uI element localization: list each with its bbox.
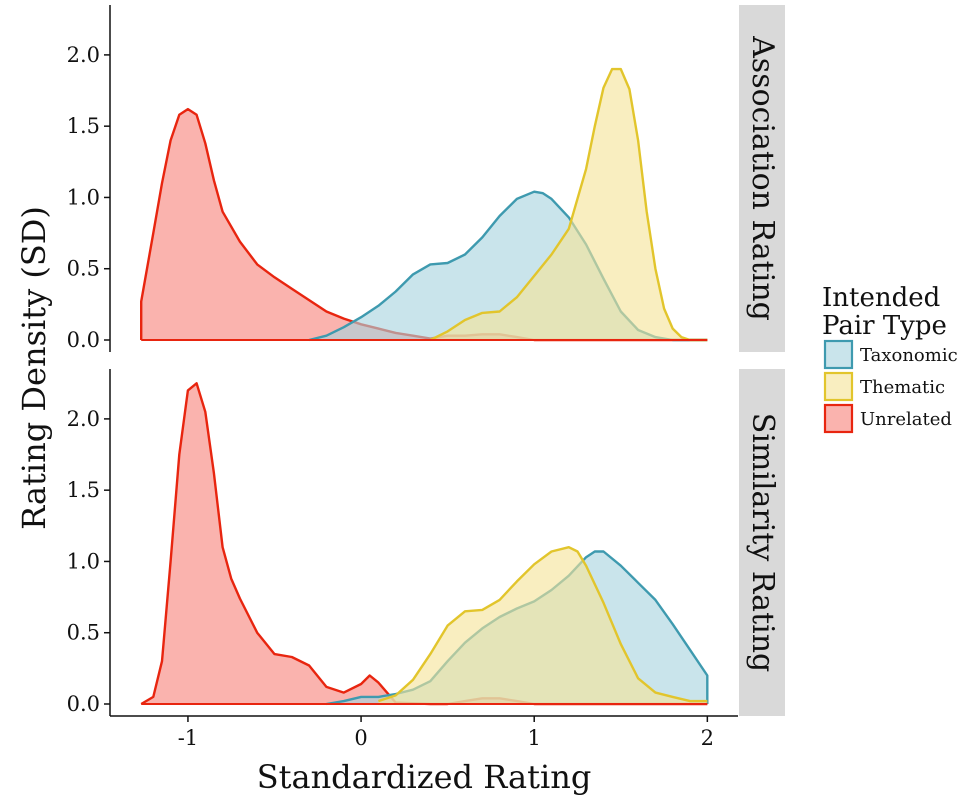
area-unrelated xyxy=(141,109,708,340)
area-unrelated xyxy=(141,383,708,704)
legend-label-taxonomic: Taxonomic xyxy=(860,345,958,366)
y-axis-title: Rating Density (SD) xyxy=(15,206,53,530)
legend-key-taxonomic xyxy=(823,339,854,370)
panel-1: 0.0 0.5 1.0 1.5 2.0 Association Rating xyxy=(67,5,785,352)
line-thematic xyxy=(378,546,708,703)
y-tick-label: 1.5 xyxy=(67,478,100,502)
x-tick-label: 1 xyxy=(528,726,541,750)
line-thematic xyxy=(429,67,708,342)
y-tick-label: 0.0 xyxy=(67,328,100,352)
x-axis: -1 0 1 2 xyxy=(110,715,738,750)
panels: 0.0 0.5 1.0 1.5 2.0 Association Rating 0.0 0.5 1… xyxy=(67,5,785,750)
legend-label-thematic: Thematic xyxy=(860,377,945,398)
y-tick-label: 0.5 xyxy=(67,621,100,645)
y-tick-label: 1.0 xyxy=(67,549,100,573)
legend-label-unrelated: Unrelated xyxy=(860,409,952,430)
y-tick-label: 2.0 xyxy=(67,43,100,67)
panel-2: 0.0 0.5 1.0 1.5 2.0 Similarity Rating xyxy=(67,369,785,716)
y-tick-label: 1.5 xyxy=(67,114,100,138)
area-thematic xyxy=(430,69,708,340)
facet-strip xyxy=(739,5,785,352)
facet-strip-label: Association Rating xyxy=(745,35,780,321)
y-tick-label: 0.0 xyxy=(67,692,100,716)
y-tick-label: 2.0 xyxy=(67,407,100,431)
legend-key-unrelated xyxy=(823,403,854,434)
y-tick-label: 0.5 xyxy=(67,257,100,281)
area-thematic xyxy=(378,547,708,704)
facet-strip-label: Similarity Rating xyxy=(745,413,780,672)
x-tick-label: 0 xyxy=(354,726,367,750)
x-axis-title: Standardized Rating xyxy=(257,758,592,796)
legend-title-line: Pair Type xyxy=(822,311,947,341)
y-tick-label: 1.0 xyxy=(67,185,100,209)
x-tick-label: -1 xyxy=(178,726,198,750)
legend-key-thematic xyxy=(823,371,854,402)
facet-strip xyxy=(739,369,785,716)
legend-title-line: Intended xyxy=(822,283,940,313)
x-tick-label: 2 xyxy=(701,726,714,750)
